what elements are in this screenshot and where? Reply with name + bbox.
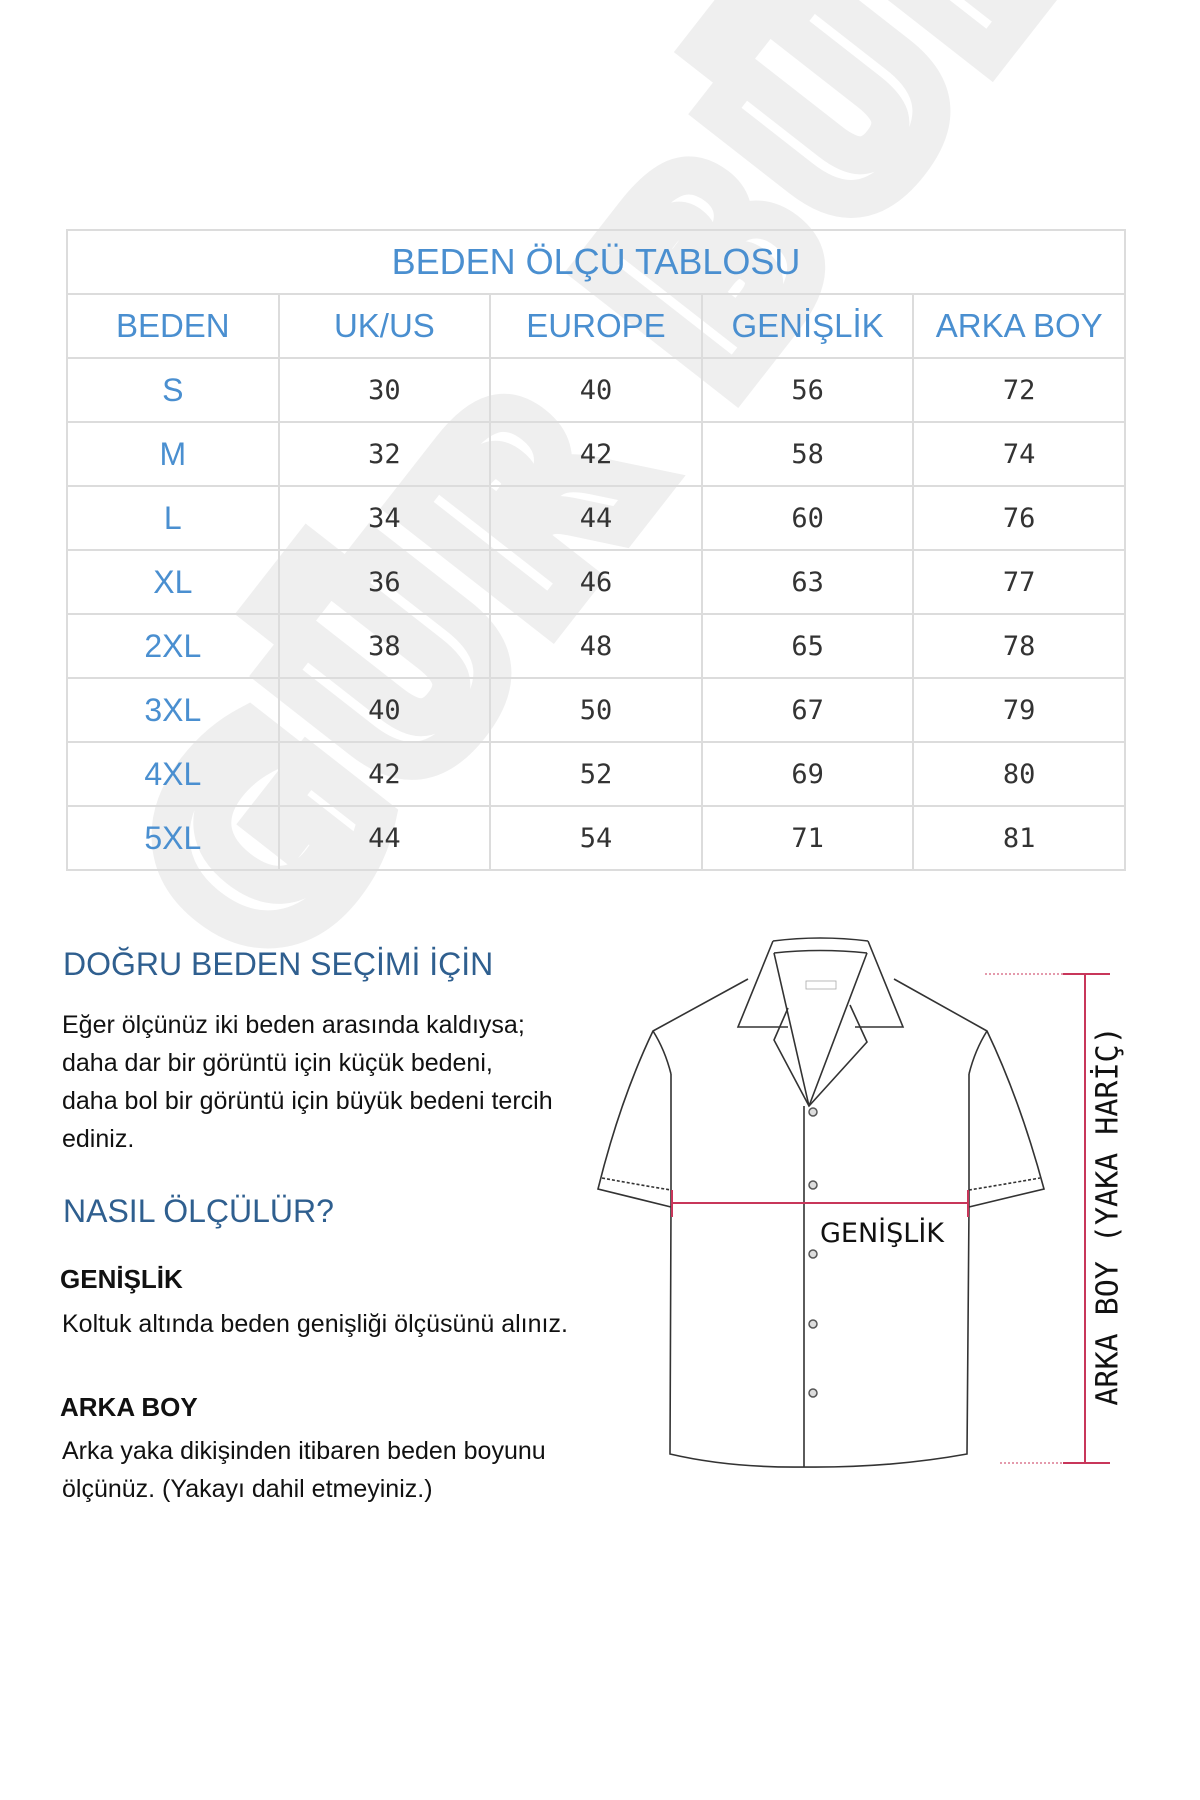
label-tag bbox=[805, 980, 837, 990]
value-cell: 77 bbox=[912, 549, 1126, 615]
guide-line: daha bol bir görüntü için büyük bedeni t… bbox=[62, 1087, 553, 1115]
guide-heading: DOĞRU BEDEN SEÇİMİ İÇİN bbox=[63, 946, 494, 982]
value-cell: 40 bbox=[277, 677, 492, 743]
value-cell: 58 bbox=[700, 421, 915, 487]
size-cell: M bbox=[66, 421, 280, 487]
size-cell: 2XL bbox=[66, 613, 280, 679]
value-cell: 42 bbox=[489, 421, 703, 487]
table-row: XL 36 46 63 77 bbox=[66, 549, 1126, 615]
size-table: BEDEN ÖLÇÜ TABLOSU BEDEN UK/US EUROPE GENİŞ… bbox=[66, 229, 1126, 871]
value-cell: 48 bbox=[489, 613, 703, 679]
column-header: EUROPE bbox=[489, 293, 703, 359]
value-cell: 76 bbox=[912, 485, 1126, 551]
length-line: ölçünüz. (Yakayı dahil etmeyiniz.) bbox=[62, 1475, 433, 1503]
guide-line: daha dar bir görüntü için küçük bedeni, bbox=[62, 1049, 493, 1077]
size-cell: 4XL bbox=[66, 741, 280, 807]
table-row: S 30 40 56 72 bbox=[66, 357, 1126, 423]
value-cell: 52 bbox=[489, 741, 703, 807]
size-cell: 3XL bbox=[66, 677, 280, 743]
value-cell: 30 bbox=[277, 357, 492, 423]
value-cell: 38 bbox=[277, 613, 492, 679]
table-row: L 34 44 60 76 bbox=[66, 485, 1126, 551]
value-cell: 69 bbox=[700, 741, 915, 807]
guide-line: ediniz. bbox=[62, 1125, 135, 1153]
table-row: 2XL 38 48 65 78 bbox=[66, 613, 1126, 679]
size-cell: XL bbox=[66, 549, 280, 615]
value-cell: 74 bbox=[912, 421, 1126, 487]
value-cell: 79 bbox=[912, 677, 1126, 743]
value-cell: 42 bbox=[277, 741, 492, 807]
length-title: ARKA BOY bbox=[60, 1392, 198, 1422]
value-cell: 34 bbox=[277, 485, 492, 551]
how-heading: NASIL ÖLÇÜLÜR? bbox=[63, 1193, 334, 1229]
value-cell: 56 bbox=[700, 357, 915, 423]
value-cell: 50 bbox=[489, 677, 703, 743]
width-text: Koltuk altında beden genişliği ölçüsünü … bbox=[62, 1310, 568, 1338]
column-header: ARKA BOY bbox=[912, 293, 1126, 359]
shirt-outline bbox=[597, 937, 1045, 1468]
value-cell: 60 bbox=[700, 485, 915, 551]
table-row: 3XL 40 50 67 79 bbox=[66, 677, 1126, 743]
column-header: UK/US bbox=[277, 293, 492, 359]
table-title: BEDEN ÖLÇÜ TABLOSU bbox=[66, 229, 1126, 295]
value-cell: 40 bbox=[489, 357, 703, 423]
table-row: M 32 42 58 74 bbox=[66, 421, 1126, 487]
width-label: GENİŞLİK bbox=[820, 1218, 944, 1249]
value-cell: 80 bbox=[912, 741, 1126, 807]
value-cell: 44 bbox=[277, 805, 492, 871]
table-row: 5XL 44 54 71 81 bbox=[66, 805, 1126, 871]
value-cell: 65 bbox=[700, 613, 915, 679]
width-title: GENİŞLİK bbox=[60, 1264, 183, 1294]
guide-line: Eğer ölçünüz iki beden arasında kaldıysa… bbox=[62, 1011, 525, 1039]
size-cell: S bbox=[66, 357, 280, 423]
value-cell: 36 bbox=[277, 549, 492, 615]
value-cell: 54 bbox=[489, 805, 703, 871]
button-icons bbox=[808, 1107, 818, 1398]
value-cell: 44 bbox=[489, 485, 703, 551]
size-cell: L bbox=[66, 485, 280, 551]
size-cell: 5XL bbox=[66, 805, 280, 871]
value-cell: 63 bbox=[700, 549, 915, 615]
column-header: GENİŞLİK bbox=[700, 293, 915, 359]
value-cell: 71 bbox=[700, 805, 915, 871]
value-cell: 78 bbox=[912, 613, 1126, 679]
length-label: ARKA BOY (YAKA HARİÇ) bbox=[1090, 1026, 1126, 1406]
value-cell: 72 bbox=[912, 357, 1126, 423]
value-cell: 81 bbox=[912, 805, 1126, 871]
measure-lines bbox=[671, 973, 1110, 1464]
value-cell: 32 bbox=[277, 421, 492, 487]
table-row: 4XL 42 52 69 80 bbox=[66, 741, 1126, 807]
value-cell: 46 bbox=[489, 549, 703, 615]
length-line: Arka yaka dikişinden itibaren beden boyu… bbox=[62, 1437, 546, 1465]
column-header: BEDEN bbox=[66, 293, 280, 359]
value-cell: 67 bbox=[700, 677, 915, 743]
